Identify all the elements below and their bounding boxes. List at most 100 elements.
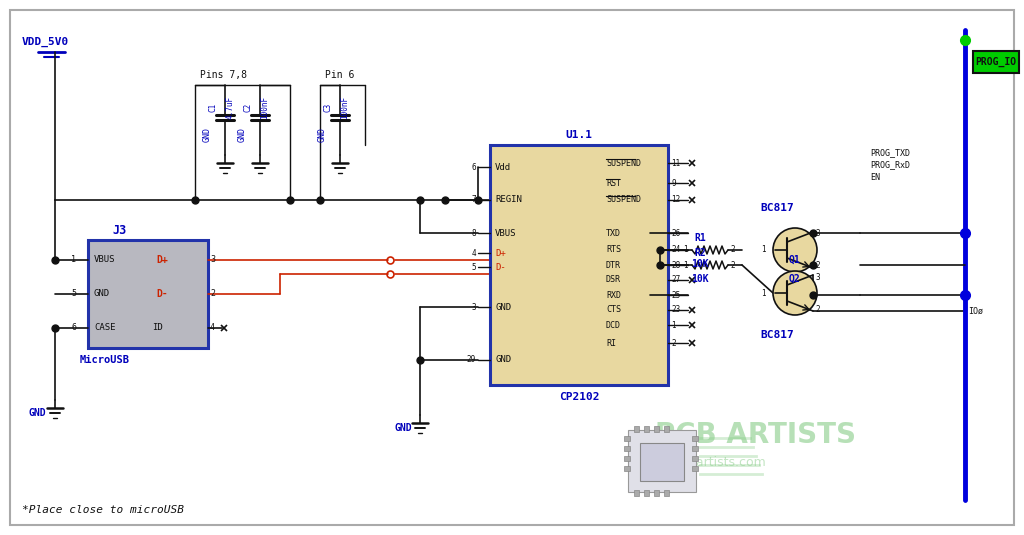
Text: VBUS: VBUS [495,228,516,238]
Text: Pins 7,8: Pins 7,8 [200,70,247,80]
Text: GND: GND [495,302,511,311]
Text: 7: 7 [471,195,476,204]
Text: DSR: DSR [606,276,621,285]
Text: Q2: Q2 [790,274,801,284]
Text: Vdd: Vdd [495,163,511,172]
Text: 24: 24 [671,246,680,255]
Text: GND: GND [495,355,511,364]
Text: 5: 5 [471,263,476,271]
Text: 3: 3 [815,230,819,239]
Text: 28: 28 [671,261,680,270]
Text: D-: D- [156,289,168,299]
Text: *Place close to microUSB: *Place close to microUSB [22,505,184,515]
Text: 2: 2 [815,262,819,271]
Text: IOø: IOø [968,307,983,316]
Text: 2: 2 [730,246,734,255]
Text: 27: 27 [671,276,680,285]
Text: 1: 1 [671,320,676,330]
Text: PCB ARTISTS: PCB ARTISTS [655,421,856,449]
Circle shape [773,228,817,272]
Text: GND: GND [238,127,247,142]
Text: 4: 4 [210,324,215,332]
Text: 1: 1 [683,261,688,270]
Text: D-: D- [495,263,506,271]
Bar [628,430,696,492]
Text: C3: C3 [324,102,333,112]
Text: 6: 6 [71,324,76,332]
Text: VBUS: VBUS [94,256,116,264]
Text: MicroUSB: MicroUSB [80,355,130,365]
Text: 100nF: 100nF [260,95,269,119]
Text: BC817: BC817 [760,203,794,213]
Bar [692,466,698,471]
Text: U1.1: U1.1 [565,130,593,140]
Circle shape [773,271,817,315]
Text: GND: GND [317,127,327,142]
Text: R1: R1 [694,233,706,243]
Text: RXD: RXD [606,291,621,300]
Text: 3: 3 [471,302,476,311]
Bar [692,436,698,441]
Text: 12: 12 [671,195,680,204]
Text: GND: GND [94,289,111,299]
Text: RST: RST [606,179,621,187]
Text: GND: GND [203,127,212,142]
Text: RTS: RTS [606,246,621,255]
Text: C2: C2 [244,102,253,112]
Text: Pin 6: Pin 6 [325,70,354,80]
Text: VDD_5V0: VDD_5V0 [22,37,70,47]
Text: 4.7uF: 4.7uF [225,95,234,119]
Bar [490,145,668,385]
Text: PCBartists.com: PCBartists.com [672,455,767,469]
Bar [624,456,630,461]
Bar [644,490,649,496]
Bar [654,426,659,432]
Text: 23: 23 [671,305,680,315]
Text: 11: 11 [671,158,680,167]
Text: SUSPEND: SUSPEND [606,195,641,204]
Text: 1: 1 [683,246,688,255]
Text: CTS: CTS [606,305,621,315]
Text: D+: D+ [495,248,506,257]
Text: REGIN: REGIN [495,195,522,204]
Text: D+: D+ [156,255,168,265]
Text: 1: 1 [761,246,766,255]
Text: RI: RI [606,339,616,348]
Bar [88,240,208,348]
Text: 1: 1 [71,256,76,264]
Text: 5: 5 [71,289,76,299]
Text: GND: GND [394,423,412,433]
Bar [624,446,630,451]
Bar [654,490,659,496]
Text: 3: 3 [815,272,819,281]
Bar [692,446,698,451]
Bar [624,436,630,441]
Text: 26: 26 [671,228,680,238]
Text: 8: 8 [471,228,476,238]
Text: TXD: TXD [606,228,621,238]
Bar [664,426,669,432]
Text: Q1: Q1 [790,255,801,265]
Text: 2: 2 [730,261,734,270]
Bar [634,426,639,432]
FancyBboxPatch shape [973,51,1019,73]
Text: 4: 4 [471,248,476,257]
Text: 25: 25 [671,291,680,300]
Text: DCD: DCD [606,320,621,330]
Text: CASE: CASE [94,324,116,332]
Text: PROG_TXD: PROG_TXD [870,149,910,157]
Text: 2: 2 [815,304,819,314]
Text: DTR: DTR [606,261,621,270]
Text: ID: ID [152,324,163,332]
Bar [692,456,698,461]
Text: GND: GND [29,408,46,418]
Text: R2: R2 [694,248,706,258]
Text: J3: J3 [113,224,127,236]
Bar [644,426,649,432]
Text: 3: 3 [210,256,215,264]
Text: 10K: 10K [691,259,709,269]
Bar [624,466,630,471]
Text: 100nF: 100nF [341,95,349,119]
Text: C1: C1 [209,102,217,112]
Text: CP2102: CP2102 [559,392,599,402]
